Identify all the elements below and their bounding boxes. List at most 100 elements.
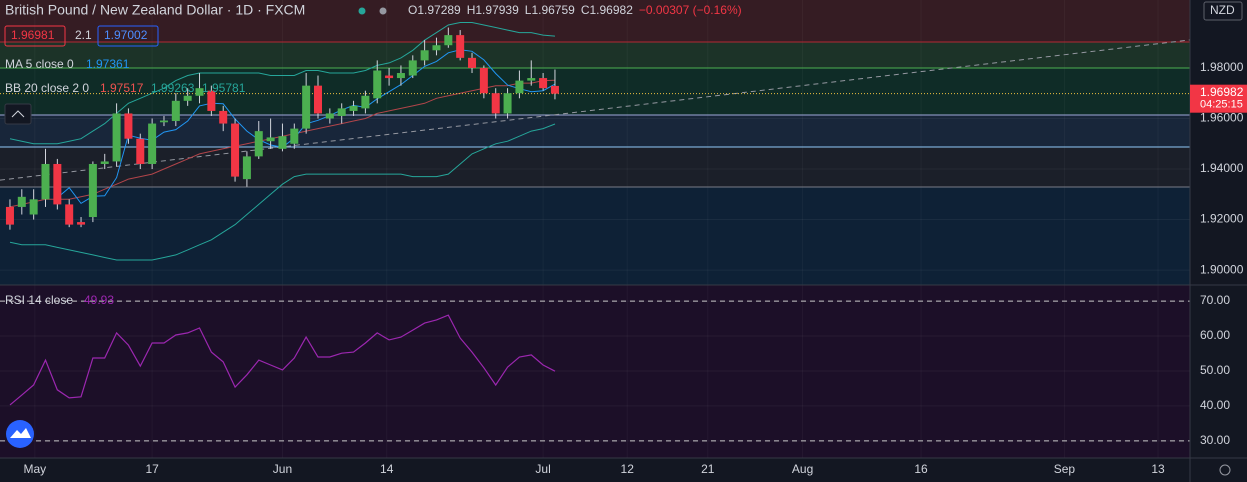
ma-legend-value: 1.97361: [86, 57, 130, 71]
x-tick-label: Jul: [535, 462, 550, 476]
x-tick-label: 21: [701, 462, 715, 476]
x-tick-label: 14: [380, 462, 394, 476]
candle-body: [29, 199, 38, 215]
candle-body: [136, 138, 145, 164]
line: [9, 314, 556, 406]
x-tick-label: Aug: [792, 462, 813, 476]
y-tick-label: 50.00: [1200, 363, 1230, 377]
candle-body: [491, 93, 500, 114]
bb-basis-value: 1.97517: [100, 81, 144, 95]
line: [9, 22, 556, 145]
candle-body: [195, 88, 204, 96]
collapse-arrow: [11, 110, 25, 118]
x-tick-label: Sep: [1054, 462, 1076, 476]
bid: 1.96981: [11, 28, 55, 42]
currency: NZD: [1210, 3, 1235, 17]
quote: −0.00307 (−0.16%): [639, 3, 742, 17]
candle-body: [65, 204, 74, 225]
bb-legend: BB 20 close 2 0: [5, 81, 89, 95]
price-label-box: [1190, 84, 1247, 113]
candle-body: [53, 163, 62, 205]
bb-upper-value: 1.99263: [151, 81, 195, 95]
quote: O1.97289: [408, 3, 461, 17]
quote: H1.97939: [467, 3, 519, 17]
x-tick-label: May: [23, 462, 46, 476]
y-tick-label: 70.00: [1200, 293, 1230, 307]
candle-body: [159, 120, 168, 123]
candle-body: [266, 137, 275, 142]
collapse-button[interactable]: [4, 103, 32, 125]
candle-body: [468, 57, 477, 68]
rsi-legend-value: 49.93: [84, 293, 114, 307]
y-tick-label: 40.00: [1200, 398, 1230, 412]
candle-body: [503, 93, 512, 114]
zone: [0, 41, 1190, 68]
candle-body: [278, 136, 287, 149]
candle-body: [313, 85, 322, 114]
candle-body: [361, 95, 370, 109]
quote: L1.96759: [525, 3, 575, 17]
candle-body: [479, 67, 488, 94]
candle-body: [408, 60, 417, 76]
candle-body: [207, 90, 216, 111]
candle-body: [219, 110, 228, 124]
y-tick-label: 1.98000: [1200, 60, 1244, 74]
bb-lower-value: 1.95781: [202, 81, 246, 95]
trendline: [0, 39, 1191, 181]
spread: 2.1: [75, 28, 92, 42]
x-tick-label: 17: [145, 462, 159, 476]
candle-body: [254, 131, 263, 157]
zone: [0, 186, 1190, 285]
candle-body: [112, 113, 121, 162]
buy-box[interactable]: [97, 25, 159, 47]
candle-body: [290, 128, 299, 144]
candle-body: [456, 35, 465, 58]
candle-body: [17, 196, 26, 207]
zone: [0, 0, 1190, 42]
candle-body: [337, 108, 346, 116]
candle-body: [385, 75, 394, 79]
y-tick-label: 1.96000: [1200, 111, 1244, 125]
candle-body: [242, 156, 251, 180]
chart-title: British Pound / New Zealand Dollar · 1D …: [5, 2, 305, 18]
candle-body: [231, 123, 240, 177]
zone: [0, 114, 1190, 148]
candle-body: [550, 85, 559, 94]
candle-body: [420, 50, 429, 61]
candle-body: [171, 100, 180, 122]
y-tick-label: 30.00: [1200, 433, 1230, 447]
candle-body: [148, 123, 157, 164]
ask: 1.97002: [104, 28, 148, 42]
eye-icon[interactable]: [379, 7, 387, 15]
candle-body: [527, 78, 536, 81]
candle-body: [539, 78, 548, 89]
candle-body: [302, 85, 311, 129]
y-tick-label: 1.90000: [1200, 262, 1244, 276]
candle-body: [432, 45, 441, 51]
currency-button[interactable]: [1203, 1, 1243, 21]
line: [9, 123, 556, 261]
quote: C1.96982: [581, 3, 633, 17]
market-status: [358, 7, 366, 15]
y-tick-label: 1.92000: [1200, 212, 1244, 226]
candle-body: [88, 163, 97, 218]
candle-body: [515, 80, 524, 94]
x-tick-label: 12: [621, 462, 635, 476]
candle-body: [5, 206, 14, 225]
x-tick-label: 16: [914, 462, 928, 476]
candle-body: [349, 105, 358, 111]
rsi-panel: [0, 285, 1190, 458]
candle-body: [124, 113, 133, 139]
price-label: 1.96982: [1200, 85, 1244, 99]
candle-body: [100, 161, 109, 164]
candle-body: [396, 73, 405, 79]
candle-body: [183, 95, 192, 101]
candle-body: [373, 70, 382, 99]
candle-body: [444, 35, 453, 46]
countdown: 04:25:15: [1200, 99, 1243, 111]
x-tick-label: Jun: [273, 462, 292, 476]
candle-body: [325, 113, 334, 119]
sell-box[interactable]: [4, 25, 66, 47]
settings-icon[interactable]: [1219, 464, 1231, 476]
